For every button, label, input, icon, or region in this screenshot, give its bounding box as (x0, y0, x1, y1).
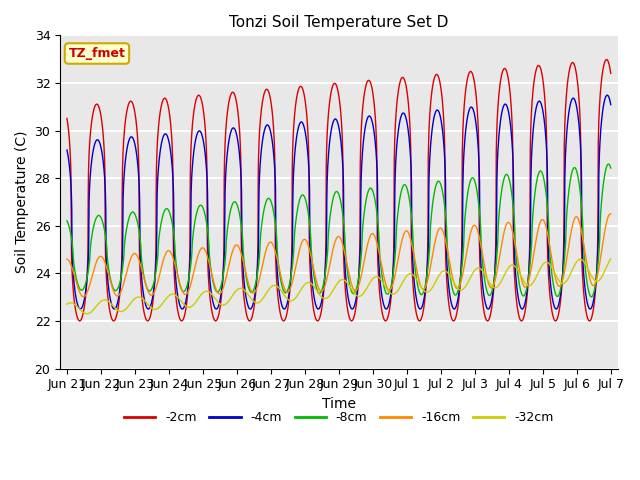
Text: TZ_fmet: TZ_fmet (68, 47, 125, 60)
Y-axis label: Soil Temperature (C): Soil Temperature (C) (15, 131, 29, 273)
Legend: -2cm, -4cm, -8cm, -16cm, -32cm: -2cm, -4cm, -8cm, -16cm, -32cm (119, 406, 559, 429)
Title: Tonzi Soil Temperature Set D: Tonzi Soil Temperature Set D (229, 15, 449, 30)
X-axis label: Time: Time (322, 397, 356, 411)
